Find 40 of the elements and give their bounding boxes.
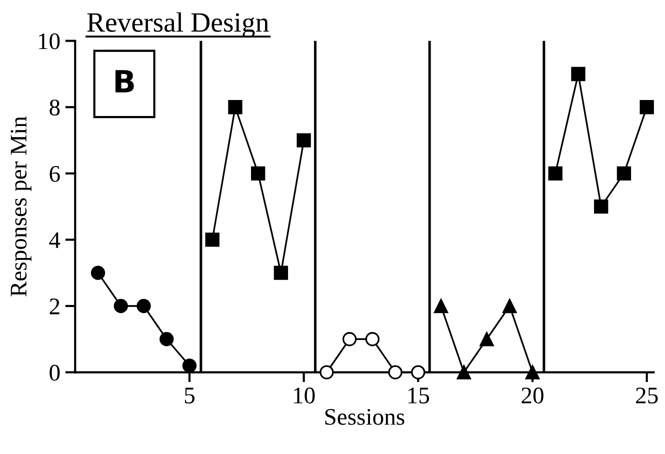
y-tick-label: 8 [50, 100, 60, 116]
point [640, 100, 654, 114]
y-tick-label: 4 [49, 232, 60, 248]
y-axis-title: Responses per Min [10, 116, 32, 296]
point [274, 266, 288, 280]
x-tick-label: 15 [408, 388, 430, 404]
point [616, 166, 632, 181]
point [571, 66, 586, 82]
point [136, 298, 151, 314]
chart-title: Reversal Design [87, 12, 269, 38]
x-tick-label: 25 [636, 388, 658, 404]
point [388, 365, 402, 380]
point [342, 332, 357, 346]
point [182, 358, 197, 373]
point [502, 298, 517, 314]
point [90, 266, 106, 280]
y-tick-label: 10 [39, 33, 60, 50]
point [594, 199, 608, 214]
x-tick-label: 5 [184, 388, 194, 404]
point [320, 365, 334, 380]
point [296, 133, 311, 148]
point [365, 332, 380, 346]
x-tick-label: 10 [294, 388, 315, 404]
annotation: B [115, 70, 134, 92]
point [480, 332, 494, 346]
y-tick-label: 0 [50, 364, 60, 381]
point [456, 365, 471, 380]
x-axis-title: Sessions [325, 409, 404, 425]
point [434, 298, 448, 314]
x-tick-label: 20 [522, 388, 544, 404]
y-tick-label: 2 [50, 298, 60, 314]
point [525, 365, 540, 380]
point [548, 166, 562, 181]
y-tick-label: 6 [50, 166, 60, 182]
point [160, 332, 174, 346]
point [205, 232, 220, 247]
point [114, 298, 128, 314]
point [228, 100, 242, 114]
point [411, 365, 426, 380]
point [251, 166, 266, 181]
